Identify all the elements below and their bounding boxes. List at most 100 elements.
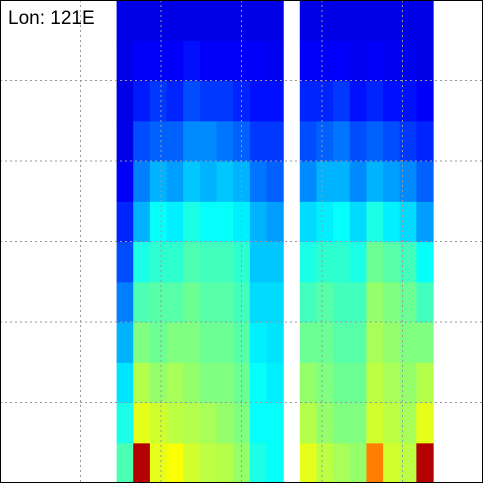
- heatmap-cell: [399, 40, 417, 82]
- heatmap-cell: [133, 40, 151, 82]
- heatmap-cell: [266, 281, 284, 323]
- heatmap-cell: [199, 241, 218, 283]
- heatmap-cell: [366, 322, 384, 363]
- heatmap-cell: [299, 40, 318, 82]
- heatmap-cell: [266, 322, 284, 363]
- heatmap-cell: [183, 442, 201, 483]
- heatmap-cell: [383, 241, 401, 283]
- heatmap-cell: [249, 402, 268, 444]
- heatmap-cell: [266, 201, 284, 243]
- heatmap-cell: [116, 402, 134, 444]
- heatmap-cell: [183, 362, 201, 404]
- heatmap-cell: [249, 442, 268, 483]
- heatmap-cell: [416, 201, 434, 243]
- heatmap-cell: [299, 362, 318, 404]
- heatmap-cell: [316, 241, 334, 283]
- heatmap-cell: [199, 40, 218, 82]
- heatmap-cell: [299, 80, 318, 122]
- heatmap-cell: [266, 80, 284, 122]
- heatmap-cell: [316, 201, 334, 243]
- heatmap-cell: [333, 80, 351, 122]
- heatmap-cell: [199, 402, 218, 444]
- heatmap-cell: [316, 281, 334, 323]
- heatmap-cell: [266, 40, 284, 82]
- heatmap-cell: [349, 80, 368, 122]
- heatmap-cell: [383, 40, 401, 82]
- heatmap-cell: [316, 322, 334, 363]
- heatmap-cell: [349, 0, 368, 41]
- heatmap-cell: [416, 281, 434, 323]
- heatmap-cell: [316, 442, 334, 483]
- heatmap-cell: [183, 0, 201, 41]
- heatmap-cell: [349, 241, 368, 283]
- heatmap-cell: [133, 322, 151, 363]
- heatmap-cell: [416, 442, 434, 483]
- heatmap-cell: [183, 201, 201, 243]
- heatmap-cell: [333, 402, 351, 444]
- heatmap-cell: [149, 322, 168, 363]
- heatmap-cell: [199, 80, 218, 122]
- heatmap-cell: [233, 442, 251, 483]
- heatmap-cell: [166, 402, 184, 444]
- heatmap-cell: [199, 0, 218, 41]
- heatmap-cell: [316, 362, 334, 404]
- heatmap-cell: [333, 322, 351, 363]
- heatmap-cell: [149, 281, 168, 323]
- heatmap-cell: [383, 281, 401, 323]
- heatmap-cell: [366, 161, 384, 202]
- heatmap-cell: [416, 362, 434, 404]
- heatmap-cell: [216, 362, 234, 404]
- heatmap-cell: [216, 442, 234, 483]
- heatmap-cell: [116, 442, 134, 483]
- heatmap-cell: [133, 201, 151, 243]
- heatmap-cell: [216, 80, 234, 122]
- heatmap-cell: [249, 161, 268, 202]
- heatmap-cell: [299, 0, 318, 41]
- heatmap-cell: [199, 322, 218, 363]
- heatmap-cell: [416, 120, 434, 162]
- heatmap-cell: [183, 161, 201, 202]
- heatmap-cell: [383, 322, 401, 363]
- heatmap-cell: [166, 201, 184, 243]
- heatmap-cell: [316, 120, 334, 162]
- heatmap-cell: [366, 281, 384, 323]
- heatmap-cell: [166, 0, 184, 41]
- heatmap-cell: [349, 161, 368, 202]
- heatmap-cell: [399, 161, 417, 202]
- heatmap-cell: [166, 362, 184, 404]
- heatmap-cell: [149, 241, 168, 283]
- heatmap-cell: [399, 322, 417, 363]
- heatmap-cell: [366, 201, 384, 243]
- heatmap-cell: [383, 80, 401, 122]
- heatmap-cell: [149, 40, 168, 82]
- heatmap-cell: [249, 281, 268, 323]
- heatmap-cell: [349, 281, 368, 323]
- heatmap-cell: [333, 40, 351, 82]
- heatmap-cell: [183, 40, 201, 82]
- heatmap-cell: [216, 120, 234, 162]
- heatmap-cell: [233, 322, 251, 363]
- heatmap-cell: [266, 442, 284, 483]
- heatmap-cell: [383, 0, 401, 41]
- heatmap-cell: [116, 120, 134, 162]
- heatmap-cell: [216, 0, 234, 41]
- heatmap-cell: [333, 281, 351, 323]
- heatmap-cell: [183, 322, 201, 363]
- heatmap-cell: [133, 402, 151, 444]
- heatmap-cell: [266, 241, 284, 283]
- heatmap-cell: [233, 281, 251, 323]
- heatmap-cell: [216, 40, 234, 82]
- heatmap-cell: [166, 80, 184, 122]
- heatmap-cell: [116, 201, 134, 243]
- heatmap-cell: [366, 0, 384, 41]
- heatmap-cell: [366, 362, 384, 404]
- heatmap-cell: [166, 241, 184, 283]
- heatmap-cell: [349, 442, 368, 483]
- heatmap-cell: [416, 0, 434, 41]
- heatmap-cell: [216, 161, 234, 202]
- heatmap-cell: [299, 120, 318, 162]
- heatmap-cell: [149, 442, 168, 483]
